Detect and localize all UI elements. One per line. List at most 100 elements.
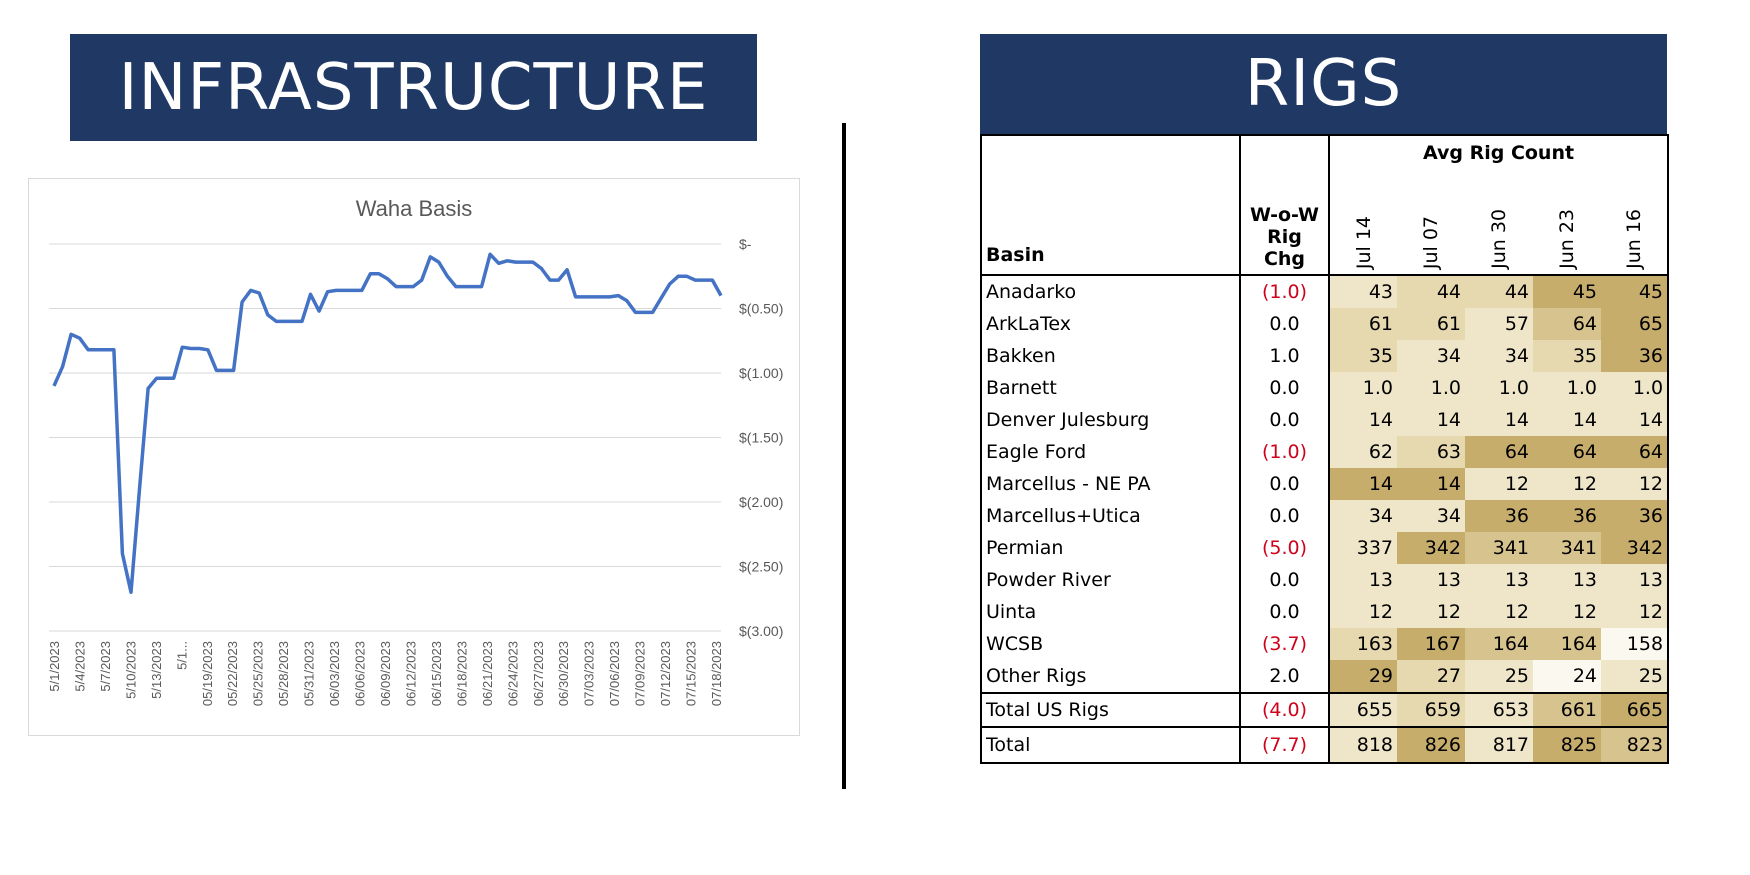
- x-tick-label: 07/06/2023: [607, 641, 622, 706]
- x-tick-label: 06/06/2023: [353, 641, 368, 706]
- basin-name: Powder River: [980, 564, 1241, 596]
- rig-count-cell: 164: [1533, 628, 1601, 660]
- rig-count-cell: 65: [1601, 308, 1670, 340]
- x-tick-label: 06/18/2023: [454, 641, 469, 706]
- rig-count-cell: 64: [1465, 436, 1533, 468]
- table-row: Permian (5.0) 337 342 341 341 342: [980, 532, 1670, 564]
- week-header: Jun 23: [1533, 176, 1601, 276]
- basin-name: Total: [980, 726, 1241, 764]
- rig-count-cell: 653: [1465, 693, 1533, 728]
- rig-count-cell: 14: [1397, 468, 1465, 500]
- x-tick-label: 07/18/2023: [709, 641, 724, 706]
- x-tick-label: 06/27/2023: [531, 641, 546, 706]
- rig-count-cell: 167: [1397, 628, 1465, 660]
- rig-count-cell: 44: [1397, 275, 1465, 308]
- rig-count-cell: 36: [1601, 340, 1670, 372]
- rigs-banner: RIGS: [980, 34, 1667, 134]
- rig-count-cell: 63: [1397, 436, 1465, 468]
- week-label: Jul 14: [1352, 215, 1375, 269]
- x-tick-label: 06/15/2023: [429, 641, 444, 706]
- y-tick-label: $(2.00): [739, 494, 783, 510]
- series-line: [52, 252, 723, 595]
- x-tick-label: 05/28/2023: [276, 641, 291, 706]
- rig-count-cell: 655: [1329, 693, 1397, 728]
- infrastructure-banner: INFRASTRUCTURE: [70, 34, 757, 141]
- rig-count-cell: 12: [1601, 468, 1670, 500]
- rig-count-cell: 14: [1329, 404, 1397, 436]
- rig-count-cell: 43: [1329, 275, 1397, 308]
- avg-rig-count-header: Avg Rig Count: [1329, 134, 1670, 176]
- x-tick-label: 5/4/2023: [72, 641, 87, 692]
- basin-name: Uinta: [980, 596, 1241, 628]
- x-tick-label: 07/15/2023: [684, 641, 699, 706]
- basin-header: Basin: [980, 134, 1241, 276]
- rig-count-cell: 14: [1601, 404, 1670, 436]
- week-header: Jun 16: [1601, 176, 1670, 276]
- rig-count-cell: 14: [1533, 404, 1601, 436]
- waha-basis-chart: Waha Basis $- $(0.50) $(1.00) $(1.50) $(2.00…: [28, 178, 800, 736]
- table-row: Anadarko (1.0) 43 44 44 45 45: [980, 275, 1670, 308]
- rig-count-cell: 35: [1533, 340, 1601, 372]
- basin-name: Eagle Ford: [980, 436, 1241, 468]
- x-tick-label: 5/13/2023: [149, 641, 164, 699]
- wow-change: 0.0: [1240, 596, 1330, 628]
- rig-count-cell: 659: [1397, 693, 1465, 728]
- x-tick-label: 07/03/2023: [582, 641, 597, 706]
- rig-count-cell: 25: [1601, 660, 1670, 694]
- x-tick-label: 5/1...: [174, 641, 189, 670]
- wow-change: 2.0: [1240, 660, 1330, 694]
- rig-count-cell: 27: [1397, 660, 1465, 694]
- x-tick-label: 06/21/2023: [480, 641, 495, 706]
- x-tick-label: 05/31/2023: [302, 641, 317, 706]
- wow-header-line1: W-o-W: [1249, 204, 1320, 226]
- basin-name: WCSB: [980, 628, 1241, 660]
- basin-name: Bakken: [980, 340, 1241, 372]
- rig-count-cell: 341: [1533, 532, 1601, 564]
- basin-name: ArkLaTex: [980, 308, 1241, 340]
- rig-count-table: Basin W-o-W Rig Chg Avg Rig Count Jul 14…: [980, 134, 1670, 764]
- rig-count-cell: 342: [1601, 532, 1670, 564]
- rig-count-cell: 13: [1329, 564, 1397, 596]
- week-header: Jul 14: [1329, 176, 1397, 276]
- rig-count-cell: 61: [1397, 308, 1465, 340]
- rig-count-cell: 823: [1601, 726, 1670, 764]
- rig-count-cell: 163: [1329, 628, 1397, 660]
- rig-count-cell: 12: [1533, 596, 1601, 628]
- table-row: Powder River 0.0 13 13 13 13 13: [980, 564, 1670, 596]
- x-tick-label: 07/12/2023: [658, 641, 673, 706]
- rig-count-cell: 57: [1465, 308, 1533, 340]
- rig-count-cell: 14: [1397, 404, 1465, 436]
- rig-count-cell: 36: [1533, 500, 1601, 532]
- rig-count-cell: 14: [1465, 404, 1533, 436]
- table-row: Other Rigs 2.0 29 27 25 24 25: [980, 660, 1670, 694]
- rig-count-cell: 45: [1601, 275, 1670, 308]
- rig-count-cell: 817: [1465, 726, 1533, 764]
- basin-name: Marcellus+Utica: [980, 500, 1241, 532]
- rig-count-cell: 24: [1533, 660, 1601, 694]
- rig-count-cell: 35: [1329, 340, 1397, 372]
- basin-name: Total US Rigs: [980, 693, 1241, 728]
- rig-count-cell: 36: [1465, 500, 1533, 532]
- x-tick-label: 5/10/2023: [123, 641, 138, 699]
- divider-line: [842, 123, 846, 789]
- wow-change: 0.0: [1240, 372, 1330, 404]
- rig-count-cell: 64: [1533, 436, 1601, 468]
- basin-name: Permian: [980, 532, 1241, 564]
- rig-count-cell: 1.0: [1397, 372, 1465, 404]
- rig-count-cell: 1.0: [1465, 372, 1533, 404]
- rig-count-cell: 337: [1329, 532, 1397, 564]
- rig-count-cell: 826: [1397, 726, 1465, 764]
- wow-change: 0.0: [1240, 308, 1330, 340]
- week-label: Jun 30: [1488, 209, 1510, 269]
- rig-count-cell: 61: [1329, 308, 1397, 340]
- table-row: ArkLaTex 0.0 61 61 57 64 65: [980, 308, 1670, 340]
- wow-change: 0.0: [1240, 468, 1330, 500]
- rig-count-cell: 44: [1465, 275, 1533, 308]
- rig-count-cell: 1.0: [1329, 372, 1397, 404]
- table-row: Barnett 0.0 1.0 1.0 1.0 1.0 1.0: [980, 372, 1670, 404]
- rig-count-cell: 34: [1465, 340, 1533, 372]
- week-header: Jun 30: [1465, 176, 1533, 276]
- rig-count-cell: 12: [1397, 596, 1465, 628]
- x-tick-label: 06/30/2023: [556, 641, 571, 706]
- rig-count-cell: 13: [1397, 564, 1465, 596]
